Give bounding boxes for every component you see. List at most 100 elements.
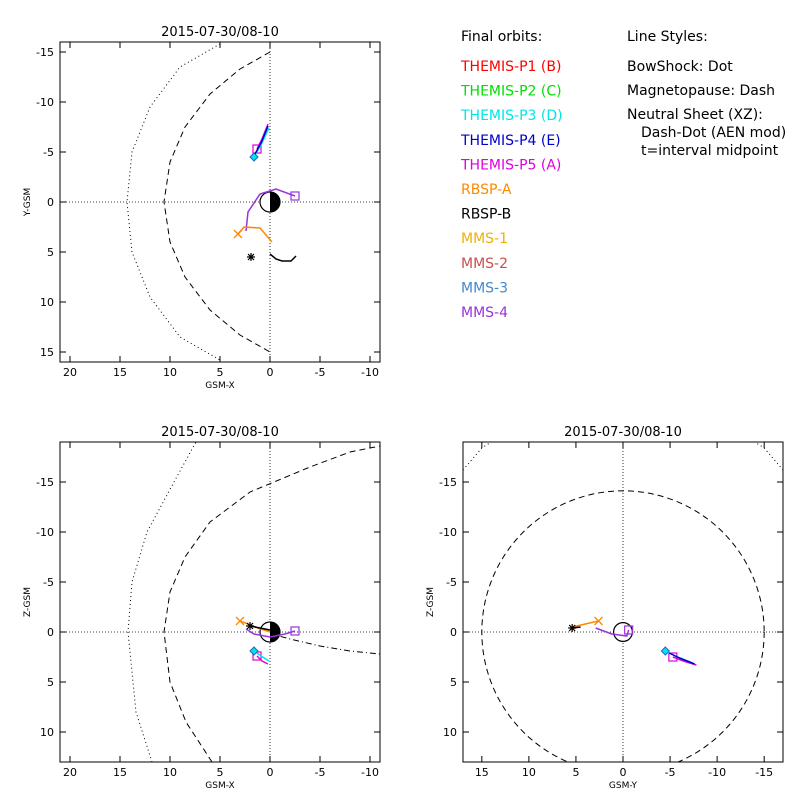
- line-style-entry: Neutral Sheet (XZ):: [627, 107, 763, 123]
- x-tick-label: 10: [163, 766, 177, 779]
- x-tick-label: 20: [63, 766, 77, 779]
- legend-entry: MMS-1: [461, 231, 508, 247]
- panel-1: 2015-07-30/08-10 GSM-X Y-GSM 20 15 10 5 0 -5 -10 -…: [23, 25, 381, 391]
- y-axis-label: Y-GSM: [23, 188, 33, 217]
- x-axis-label: GSM-Y: [609, 781, 638, 791]
- x-axis-label: GSM-X: [205, 381, 234, 391]
- legend-entry: MMS-4: [461, 305, 508, 321]
- x-tick-label: -5: [665, 766, 676, 779]
- line-styles-header: Line Styles:: [627, 29, 708, 45]
- legend-entry: THEMIS-P3 (D): [460, 108, 563, 124]
- x-marker: [233, 229, 243, 239]
- y-tick-label: -10: [36, 96, 54, 109]
- chart-title: 2015-07-30/08-10: [161, 25, 279, 40]
- y-tick-label: -15: [36, 46, 54, 59]
- x-tick-label: 0: [267, 366, 274, 379]
- panel-2: 2015-07-30/08-10 GSM-X Z-GSM 20 15 10 5 0 -5 -10 1…: [23, 425, 381, 791]
- plot-area: [463, 442, 783, 762]
- chart-title: 2015-07-30/08-10: [161, 425, 279, 440]
- orbit-track: [254, 125, 269, 155]
- legend-entry: THEMIS-P2 (C): [460, 84, 562, 100]
- orbit-track: [249, 625, 271, 631]
- y-tick-label: -10: [439, 526, 457, 539]
- y-tick-label: 0: [450, 626, 457, 639]
- x-tick-label: 15: [113, 366, 127, 379]
- orbit-track: [245, 628, 296, 638]
- x-tick-label: -5: [315, 366, 326, 379]
- legend-entry: THEMIS-P5 (A): [460, 157, 561, 173]
- y-tick-label: -10: [36, 526, 54, 539]
- x-tick-label: 0: [620, 766, 627, 779]
- x-tick-label: -5: [315, 766, 326, 779]
- x-tick-label: 0: [267, 766, 274, 779]
- magnetopause-curve: [481, 490, 765, 762]
- y-tick-label: -5: [43, 576, 54, 589]
- earth-night-side: [270, 622, 280, 642]
- y-tick-label: 10: [443, 726, 457, 739]
- x-tick-label: 10: [163, 366, 177, 379]
- diamond-marker: [660, 646, 671, 656]
- x-tick-label: 5: [572, 766, 579, 779]
- bowshock-curve: [127, 442, 197, 762]
- x-tick-label: 15: [475, 766, 489, 779]
- y-tick-label: -5: [43, 146, 54, 159]
- line-style-entry: t=interval midpoint: [641, 143, 779, 159]
- orbit-track: [668, 652, 695, 665]
- y-tick-label: 10: [40, 296, 54, 309]
- asterisk-marker: [247, 253, 255, 261]
- x-tick-label: 20: [63, 366, 77, 379]
- x-tick-label: -10: [361, 366, 379, 379]
- plot-frame: [59, 441, 381, 763]
- x-marker: [235, 616, 245, 626]
- neutral-sheet-curve: [267, 632, 380, 655]
- orbit-track: [237, 226, 273, 243]
- orbit-track: [245, 188, 296, 232]
- legend-header: Final orbits:: [461, 29, 542, 45]
- y-axis-label: Z-GSM: [23, 587, 33, 617]
- square-marker: [290, 191, 300, 201]
- asterisk-marker: [568, 624, 577, 632]
- y-tick-label: 5: [47, 246, 54, 259]
- plot-area: [127, 442, 380, 762]
- bowshock-curve: [126, 43, 221, 361]
- bowshock-curve: [463, 442, 492, 471]
- legend-entry: RBSP-B: [461, 207, 511, 223]
- legend: Final orbits: THEMIS-P1 (B) THEMIS-P2 (C) T…: [460, 29, 786, 321]
- line-style-entry: Dash-Dot (AEN mod): [641, 125, 786, 141]
- y-tick-label: 0: [47, 196, 54, 209]
- magnetopause-curve: [163, 51, 271, 353]
- orbit-track: [256, 655, 269, 665]
- orbit-track: [269, 253, 297, 262]
- x-tick-label: -10: [708, 766, 726, 779]
- line-style-entry: BowShock: Dot: [627, 59, 733, 75]
- y-tick-label: -15: [439, 476, 457, 489]
- legend-entry: THEMIS-P4 (E): [460, 133, 561, 149]
- x-tick-label: 5: [217, 366, 224, 379]
- x-tick-label: 5: [217, 766, 224, 779]
- asterisk-marker: [246, 622, 254, 630]
- square-marker: [624, 625, 634, 635]
- x-axis-label: GSM-X: [205, 781, 234, 791]
- line-style-entry: Magnetopause: Dash: [627, 83, 775, 99]
- legend-entry: MMS-2: [461, 256, 508, 272]
- legend-entry: RBSP-A: [461, 182, 512, 198]
- y-tick-label: -15: [36, 476, 54, 489]
- earth-night-side: [270, 192, 280, 212]
- bowshock-curve: [754, 442, 783, 471]
- panel-3: 2015-07-30/08-10 GSM-Y Z-GSM 15 10 5 0 -5 -10 -15…: [426, 425, 784, 791]
- diamond-marker: [249, 152, 259, 162]
- x-tick-label: 15: [113, 766, 127, 779]
- legend-entry: MMS-3: [461, 280, 508, 296]
- y-axis-label: Z-GSM: [426, 587, 436, 617]
- y-tick-label: -5: [446, 576, 457, 589]
- plot-area: [126, 43, 300, 361]
- chart-title: 2015-07-30/08-10: [564, 425, 682, 440]
- square-marker: [290, 626, 300, 636]
- x-marker: [594, 616, 603, 626]
- orbit-track: [572, 620, 599, 628]
- magnetopause-curve: [163, 445, 380, 762]
- y-tick-label: 0: [47, 626, 54, 639]
- y-tick-label: 5: [450, 676, 457, 689]
- y-tick-label: 15: [40, 346, 54, 359]
